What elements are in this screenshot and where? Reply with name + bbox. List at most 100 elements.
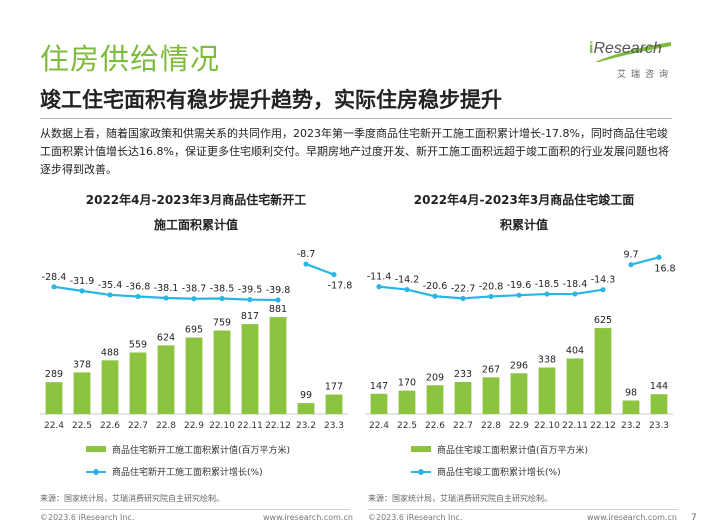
right-source: 来源：国家统计局，艾瑞消费研究院自主研究绘制。 — [368, 494, 552, 503]
bar — [157, 345, 175, 414]
growth-point — [163, 295, 169, 301]
growth-value-label: -39.8 — [266, 285, 291, 296]
x-tick-label: 22.12 — [590, 421, 616, 431]
growth-point — [460, 295, 466, 302]
growth-point — [656, 254, 662, 260]
legend-bar-swatch — [411, 446, 431, 452]
bar — [73, 372, 91, 414]
bar-value-label: 296 — [510, 360, 528, 371]
x-tick-label: 22.10 — [534, 421, 560, 431]
right-copyright: ©2023.6 iResearch Inc. — [368, 513, 463, 522]
x-tick-label: 22.8 — [156, 421, 176, 431]
bar-value-label: 559 — [129, 340, 147, 351]
bar-value-label: 624 — [157, 332, 175, 343]
bar-value-label: 209 — [426, 372, 444, 383]
growth-point — [572, 291, 578, 297]
bar — [101, 360, 119, 414]
growth-point — [51, 284, 57, 290]
left-chart-title: 2022年4月-2023年3月商品住宅新开工 施工面积累计值 — [40, 188, 352, 238]
left-website-link[interactable]: www.iresearch.com.cn — [263, 513, 353, 522]
growth-point — [331, 271, 337, 278]
growth-value-label: -28.4 — [42, 272, 67, 283]
logo-subtitle: 艾瑞咨询 — [617, 70, 674, 80]
legend-bar-label: 商品住宅竣工面积累计值(百万平方米) — [437, 444, 588, 456]
growth-point — [432, 293, 438, 299]
x-tick-label: 22.7 — [128, 421, 148, 431]
growth-value-label: -11.4 — [367, 272, 392, 283]
x-tick-label: 22.5 — [72, 421, 92, 431]
bar — [213, 330, 231, 414]
growth-value-label: -18.5 — [535, 279, 560, 290]
growth-point — [303, 261, 309, 267]
x-tick-label: 22.8 — [481, 421, 501, 431]
bar — [566, 358, 584, 414]
growth-value-label: -38.1 — [154, 283, 179, 294]
legend-line-marker — [93, 469, 99, 475]
bar — [325, 394, 343, 414]
x-tick-label: 22.9 — [184, 421, 204, 431]
x-tick-label: 22.5 — [397, 421, 417, 431]
growth-value-label: -17.8 — [328, 281, 353, 292]
growth-point — [600, 287, 606, 293]
bar — [622, 400, 640, 414]
growth-value-label: -18.4 — [563, 279, 588, 290]
growth-point — [275, 297, 281, 303]
iresearch-logo: iResearch 艾瑞咨询 — [589, 40, 673, 84]
growth-point — [107, 292, 113, 298]
growth-line — [630, 256, 660, 266]
bar-value-label: 99 — [300, 390, 312, 401]
body-paragraph: 从数据上看，随着国家政策和供需关系的共同作用，2023年第一季度商品住宅新开工施… — [40, 127, 669, 176]
bar — [45, 382, 63, 414]
legend-line-label: 商品住宅新开工施工面积累计增长(%) — [112, 466, 263, 478]
legend-bar-label: 商品住宅新开工施工面积累计值(百万平方米) — [112, 444, 290, 456]
right-website-link[interactable]: www.iresearch.com.cn — [587, 513, 677, 522]
bar-value-label: 488 — [101, 347, 119, 358]
right-chart: 147 22.4 170 22.5 209 22.6 233 22.7 267 22.8 296 22… — [365, 250, 676, 478]
x-tick-label: 22.4 — [44, 421, 64, 431]
growth-value-label: -35.4 — [98, 280, 123, 291]
bar-value-label: 144 — [650, 381, 668, 392]
growth-value-label: -14.2 — [395, 275, 420, 286]
x-tick-label: 23.2 — [296, 421, 316, 431]
left-chart: 289 22.4 378 22.5 488 22.6 559 22.7 624 22.8 695 22… — [40, 249, 353, 478]
x-tick-label: 22.4 — [369, 421, 389, 431]
bar — [129, 352, 147, 414]
x-tick-label: 23.3 — [649, 421, 669, 431]
title-divider — [40, 118, 672, 119]
bar-value-label: 338 — [538, 355, 556, 366]
bar — [398, 390, 416, 414]
x-tick-label: 22.9 — [509, 421, 529, 431]
bar-value-label: 759 — [213, 318, 231, 329]
bar — [482, 377, 500, 414]
logo-swoosh-icon — [595, 42, 671, 62]
legend-bar-swatch — [86, 446, 106, 452]
bar-value-label: 177 — [325, 382, 343, 393]
left-chart-title-line1: 2022年4月-2023年3月商品住宅新开工 — [85, 193, 307, 207]
growth-value-label: -38.5 — [210, 283, 235, 294]
bar-value-label: 233 — [454, 369, 472, 380]
growth-point — [376, 284, 382, 290]
bar — [297, 403, 315, 414]
bar — [454, 381, 472, 414]
right-chart-title-line1: 2022年4月-2023年3月商品住宅竣工面 — [413, 193, 635, 207]
bar-value-label: 695 — [185, 325, 203, 336]
bar — [426, 385, 444, 414]
right-chart-title: 2022年4月-2023年3月商品住宅竣工面 积累计值 — [368, 188, 680, 238]
left-chart-title-line2: 施工面积累计值 — [153, 218, 238, 232]
growth-point — [247, 297, 253, 303]
growth-line — [305, 263, 335, 276]
growth-point — [191, 296, 197, 302]
growth-value-label: -14.3 — [591, 275, 616, 286]
growth-point — [544, 291, 550, 297]
growth-value-label: -22.7 — [451, 283, 476, 294]
bar-value-label: 817 — [241, 311, 259, 322]
logo-wordmark: iResearch — [589, 40, 662, 57]
page-title: 住房供给情况 — [40, 42, 221, 76]
bar — [650, 394, 668, 414]
growth-point — [516, 292, 522, 298]
growth-value-label: -20.6 — [423, 281, 448, 292]
bar — [370, 393, 388, 414]
x-tick-label: 22.11 — [237, 421, 263, 431]
bar — [241, 324, 259, 414]
bar — [269, 317, 287, 414]
